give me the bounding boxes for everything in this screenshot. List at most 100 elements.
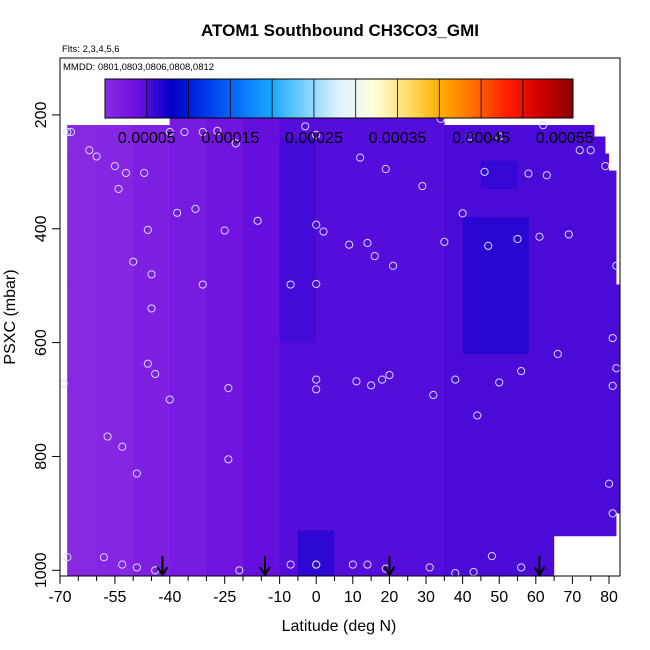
flight-arrow: [156, 556, 169, 577]
x-tick-label: -55: [103, 589, 126, 606]
observation-point: [103, 432, 112, 441]
observation-point: [495, 132, 504, 141]
observation-point: [312, 130, 321, 139]
field-highlight-3: [279, 137, 317, 343]
x-tick-label: 20: [381, 589, 399, 606]
x-tick-label: 40: [454, 589, 472, 606]
observation-point: [418, 181, 427, 191]
observation-point: [487, 551, 496, 561]
x-tick-label: 60: [527, 589, 545, 606]
y-tick-label: 600: [33, 329, 50, 356]
observation-point: [253, 216, 262, 225]
observation-point: [363, 560, 372, 569]
observation-point: [451, 569, 460, 578]
observation-point: [312, 560, 321, 569]
observation-point: [63, 553, 72, 562]
observation-point: [535, 232, 544, 241]
observation-point: [517, 366, 526, 376]
observation-point: [110, 162, 120, 171]
observation-point: [118, 442, 127, 451]
flight-arrows: [156, 556, 546, 577]
observation-point: [132, 469, 141, 478]
observation-point: [377, 375, 387, 384]
observation-point: [312, 375, 321, 384]
chart-title: ATOM1 Southbound CH3CO3_GMI: [201, 21, 479, 40]
observation-point: [224, 455, 233, 464]
observation-point: [92, 152, 101, 161]
colorbar-tick-label: 0.00025: [285, 130, 343, 147]
observation-point: [143, 359, 152, 368]
colorbar-tick-label: 0.00055: [536, 130, 594, 147]
x-tick-label: 0: [312, 589, 321, 606]
observation-point: [608, 381, 617, 390]
field-highlight-0: [462, 217, 529, 354]
observation-point: [608, 333, 617, 343]
x-tick-label: 80: [600, 589, 618, 606]
x-tick-label: 50: [490, 589, 508, 606]
observation-point: [553, 349, 562, 359]
observation-point: [451, 375, 460, 384]
observation-point: [465, 132, 475, 141]
field-band-1: [96, 97, 134, 576]
observation-point: [99, 553, 109, 562]
observation-point: [370, 251, 379, 261]
observation-point: [345, 240, 354, 249]
observation-point: [495, 378, 504, 387]
colorbar-tick-label: 0.00005: [118, 130, 176, 147]
colorbar-tick-label: 0.00035: [369, 130, 427, 147]
observation-point: [220, 226, 229, 235]
observation-point: [480, 167, 489, 176]
observation-point: [147, 304, 156, 313]
observation-point: [367, 381, 376, 390]
x-tick-label: 70: [564, 589, 582, 606]
observation-point: [513, 234, 522, 244]
colorbar: 0.00005 0.00015 0.00025 0.00035 0.00045 0.000…: [104, 78, 594, 147]
observation-point: [484, 241, 493, 250]
observation-point: [213, 126, 222, 135]
observation-point: [312, 385, 321, 394]
flight-arrow: [383, 556, 396, 577]
field-highlight-2: [297, 530, 335, 576]
observation-point: [114, 184, 123, 194]
y-tick-label: 400: [33, 215, 50, 242]
observation-point: [173, 208, 182, 217]
observation-point: [63, 127, 72, 137]
observation-point: [118, 560, 127, 569]
observation-point: [381, 164, 390, 174]
observation-point: [191, 204, 200, 213]
observation-point: [312, 279, 321, 289]
observation-point: [66, 127, 76, 137]
concentration-field: [67, 97, 620, 576]
observation-point: [151, 369, 160, 379]
field-band-2: [133, 97, 171, 576]
observation-point: [356, 153, 365, 162]
observation-point: [235, 566, 244, 575]
observation-point: [286, 560, 295, 569]
observation-point: [524, 169, 533, 178]
x-tick-label: -70: [48, 589, 71, 606]
observation-point: [147, 270, 156, 279]
observation-point: [143, 225, 152, 235]
observation-point: [539, 121, 548, 130]
observation-point: [542, 171, 551, 180]
x-tick-label: 10: [344, 589, 362, 606]
observation-point: [601, 162, 610, 171]
observation-points: [59, 101, 621, 578]
observation-point: [440, 237, 449, 246]
y-axis: 200 400 600 800 1000: [33, 101, 60, 588]
colorbar-tick-label: 0.00015: [201, 130, 259, 147]
colorbar-tick-label: 0.00045: [452, 130, 510, 147]
x-tick-label: 30: [417, 589, 435, 606]
flight-arrow: [259, 556, 271, 577]
observation-point: [198, 280, 207, 289]
x-tick-label: -40: [158, 589, 181, 606]
plot-frame: [59, 57, 621, 577]
observation-point: [231, 139, 240, 148]
observation-point: [429, 390, 438, 400]
observation-point: [165, 395, 174, 404]
observation-point: [352, 377, 361, 386]
observation-point: [586, 146, 595, 155]
flights-subtitle: Flts: 2,3,4,5,6: [62, 44, 120, 55]
observation-point: [604, 479, 614, 488]
